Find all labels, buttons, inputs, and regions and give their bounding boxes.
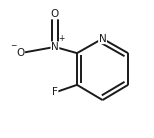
Text: N: N [51, 42, 59, 52]
Text: +: + [58, 34, 65, 43]
Text: N: N [99, 34, 106, 44]
Text: −: − [11, 41, 17, 50]
Text: O: O [16, 48, 24, 58]
Text: F: F [52, 87, 58, 97]
Text: O: O [51, 9, 59, 19]
